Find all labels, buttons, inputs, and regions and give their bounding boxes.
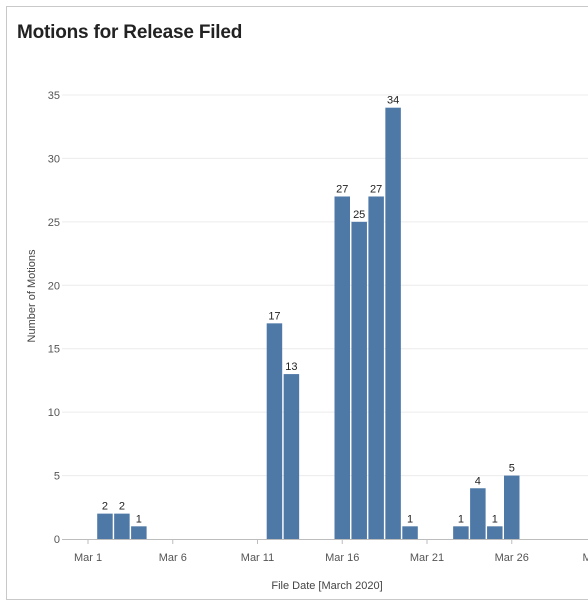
y-tick-labels: 0 5 10 15 20 25 30 35 [48, 90, 60, 546]
x-tick-labels: Mar 1 Mar 6 Mar 11 Mar 16 Mar 21 Mar 26 Mar 3 [74, 539, 588, 564]
y-tick-label: 30 [48, 153, 60, 165]
data-label: 5 [509, 463, 515, 475]
data-labels: 221171327252734114151 [102, 95, 515, 526]
data-label: 27 [370, 183, 382, 195]
y-tick-label: 35 [48, 90, 60, 102]
bar [97, 513, 113, 539]
data-label: 2 [102, 501, 108, 513]
x-tick-label: Mar 1 [74, 552, 102, 564]
data-label: 17 [268, 310, 280, 322]
x-tick-label: Mar 16 [325, 552, 359, 564]
bar [368, 196, 384, 539]
bar [266, 323, 283, 539]
bar [351, 221, 367, 539]
data-label: 27 [336, 183, 348, 195]
y-tick-label: 0 [54, 534, 60, 546]
data-label: 1 [492, 513, 498, 525]
x-tick-label: Mar 3 [582, 552, 588, 564]
y-tick-label: 20 [48, 280, 60, 292]
y-tick-label: 10 [48, 407, 60, 419]
bar [114, 513, 130, 539]
bar [402, 526, 418, 539]
bar [453, 526, 469, 539]
bar [283, 374, 300, 539]
data-label: 1 [136, 513, 142, 525]
data-label: 4 [475, 475, 481, 487]
bar [470, 488, 486, 539]
bar [385, 107, 401, 539]
y-tick-label: 5 [54, 471, 60, 483]
bars [97, 107, 520, 539]
data-label: 13 [285, 361, 297, 373]
x-tick-label: Mar 26 [495, 552, 529, 564]
y-tick-label: 25 [48, 217, 60, 229]
chart-frame [6, 6, 588, 600]
data-label: 1 [407, 513, 413, 525]
bar [504, 475, 520, 539]
chart-title: Motions for Release Filed [17, 22, 243, 43]
gridlines [62, 94, 588, 477]
bar [487, 526, 503, 539]
y-axis-label: Number of Motions [26, 249, 38, 342]
x-tick-label: Mar 11 [241, 552, 274, 564]
y-tick-label: 15 [48, 344, 60, 356]
bar [334, 196, 350, 539]
data-label: 25 [353, 209, 365, 221]
bar [131, 526, 147, 539]
x-tick-label: Mar 21 [410, 552, 444, 564]
data-label: 2 [119, 501, 125, 513]
x-tick-label: Mar 6 [159, 552, 187, 564]
data-label: 1 [458, 513, 464, 525]
data-label: 34 [387, 95, 399, 107]
x-axis-label: File Date [March 2020] [271, 580, 382, 592]
